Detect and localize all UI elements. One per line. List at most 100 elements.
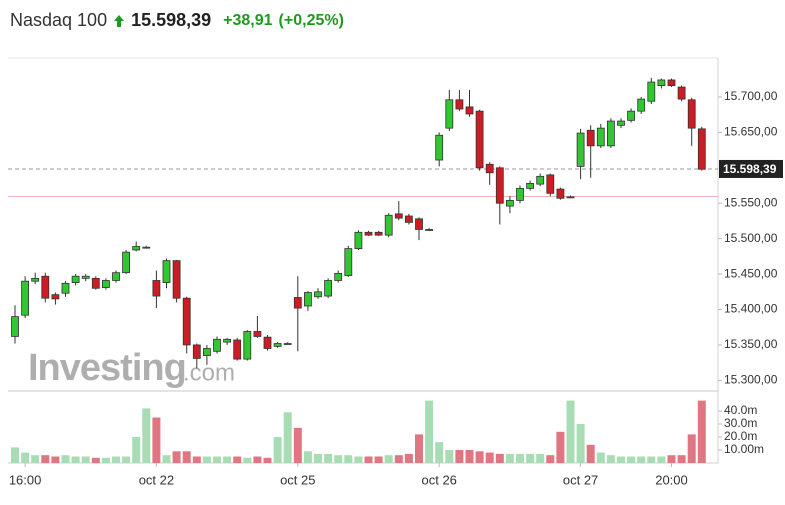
candle-body (273, 343, 282, 347)
volume-bar (637, 456, 646, 463)
last-price-label: 15.598,39 (723, 162, 777, 176)
volume-bar (314, 453, 322, 463)
header: Nasdaq 100 15.598,39 +38,91 (+0,25%) (10, 10, 344, 31)
v-tick-label: 20.0m (724, 429, 757, 443)
x-tick-label: oct 27 (563, 472, 598, 487)
volume-bar (283, 412, 292, 463)
candle-body (465, 106, 474, 115)
volume-bar (536, 453, 545, 463)
candle-body (303, 292, 312, 307)
candle-body (637, 98, 646, 112)
volume-bar (31, 455, 40, 463)
candle-body (41, 275, 50, 299)
candle-body (495, 167, 504, 204)
volume-bar (475, 451, 484, 463)
volume-bar (81, 456, 90, 463)
candle-body (667, 79, 676, 87)
y-tick-label: 15.400,00 (724, 302, 778, 316)
volume-bar (41, 455, 50, 463)
candle-body (61, 282, 70, 294)
candle-body (162, 260, 171, 283)
candle-body (566, 196, 575, 199)
volume-bar (687, 434, 696, 463)
candle-body (324, 280, 333, 297)
last-price-box (719, 159, 783, 178)
volume-bar (667, 455, 676, 463)
y-tick-label: 15.500,00 (724, 231, 778, 245)
candle-body (112, 272, 120, 281)
volume-bar (334, 455, 343, 463)
candle-body (657, 79, 666, 87)
candle-body (182, 297, 191, 346)
candle-body (425, 229, 434, 231)
candle-body (71, 275, 80, 283)
candle-body (142, 246, 151, 249)
volume-bar (505, 453, 514, 463)
volume-bar (263, 457, 272, 463)
candle-body (314, 291, 322, 298)
volume-bar (546, 455, 555, 463)
volume-bar (495, 453, 504, 463)
candle-body (21, 280, 30, 316)
candle-body (576, 132, 585, 167)
volume-bar (91, 457, 100, 463)
volume-bar (677, 455, 686, 463)
candle-body (415, 218, 423, 230)
candle-body (617, 120, 625, 126)
change-pct: (+0,25%) (278, 11, 344, 29)
volume-bar (182, 451, 191, 463)
volume-bar (142, 408, 151, 463)
candle-body (344, 248, 353, 276)
x-tick-label: 16:00 (9, 472, 42, 487)
candle-body (627, 110, 635, 121)
volume-bar (192, 456, 201, 463)
volume-bar (303, 451, 312, 463)
volume-bar (606, 455, 615, 463)
candle-body (91, 277, 100, 289)
volume-bar (465, 450, 474, 463)
candle-body (556, 188, 565, 199)
candle-body (192, 344, 201, 359)
watermark-suffix: .com (183, 359, 235, 386)
volume-bar (697, 400, 706, 463)
candle-body (31, 277, 40, 282)
candle-body (586, 129, 595, 147)
candle-body (485, 163, 494, 174)
candle-body (536, 175, 545, 185)
candle-body (102, 280, 110, 288)
candle-body (233, 339, 242, 360)
volume-bar (526, 453, 535, 463)
change: +38,91 (223, 11, 273, 29)
volume-bar (617, 456, 625, 463)
volume-bar (112, 456, 120, 463)
volume-bar (152, 417, 161, 463)
candle-body (374, 231, 383, 236)
volume-bar (202, 456, 211, 463)
candle-body (505, 200, 514, 207)
volume-bar (647, 456, 656, 463)
candle-body (172, 260, 181, 299)
volume-bar (51, 456, 60, 463)
volume-bar (172, 451, 181, 463)
candle-body (51, 294, 60, 300)
candle-body (526, 183, 534, 189)
candle-body (647, 81, 656, 102)
volume-bar (243, 457, 252, 463)
volume-bar (71, 456, 80, 463)
y-tick-label: 15.650,00 (724, 125, 778, 139)
candle-body (445, 99, 454, 129)
candle-body (384, 214, 393, 236)
volume-bar (132, 437, 141, 463)
y-tick-label: 15.700,00 (724, 89, 778, 103)
x-tick-label: 20:00 (655, 472, 688, 487)
x-tick-label: oct 22 (139, 472, 174, 487)
up-arrow (114, 14, 125, 27)
volume-bar (627, 456, 636, 463)
candle-body (546, 174, 555, 194)
x-tick-label: oct 25 (280, 472, 315, 487)
volume-bar (344, 455, 353, 463)
volume-bar (61, 455, 70, 463)
y-tick-label: 15.450,00 (724, 266, 778, 280)
